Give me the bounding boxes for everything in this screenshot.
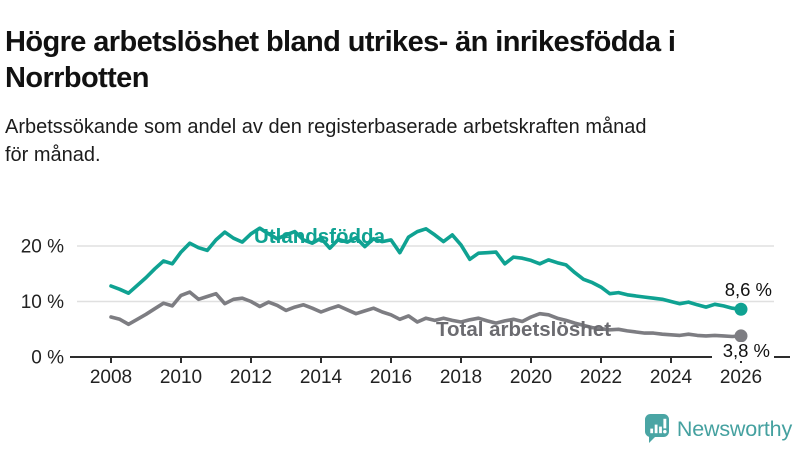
x-tick-label: 2008: [90, 367, 132, 388]
x-tick-label: 2016: [370, 367, 412, 388]
series-label-total: Total arbetslöshet: [436, 318, 611, 341]
series-label-utlandsfodda: Utlandsfödda: [254, 225, 386, 248]
chart-subtitle-line1: Arbetssökande som andel av den registerb…: [5, 116, 647, 138]
y-tick-label: 10 %: [21, 292, 64, 313]
y-tick-label: 20 %: [21, 237, 64, 258]
chart-title-line2: Norrbotten: [5, 61, 149, 94]
series-end-dot-total: [734, 329, 748, 343]
end-value-label-utlandsfodda: 8,6 %: [725, 279, 772, 300]
series-line-total: [109, 290, 743, 339]
chart-subtitle-line2: för månad.: [5, 144, 101, 167]
series-end-dot-utlandsfodda: [734, 302, 748, 316]
x-tick-label: 2010: [160, 367, 202, 388]
x-tick-label: 2022: [580, 367, 622, 388]
series-line-utlandsfodda: [109, 226, 743, 312]
line-chart-canvas: 2008 2010 2012 2014 2016 2018 2020 2022 2024 2026…: [21, 225, 790, 388]
x-tick-label: 2024: [650, 367, 693, 388]
x-tick-label: 2026: [720, 367, 762, 388]
newsworthy-logo-text: Newsworthy: [676, 416, 792, 441]
x-tick-label: 2018: [440, 367, 482, 388]
line-chart: 2008 2010 2012 2014 2016 2018 2020 2022 2024 2026…: [0, 200, 800, 395]
chart-title-line1: Högre arbetslöshet bland utrikes- än inr…: [5, 26, 676, 59]
chart-subtitle: Arbetssökande som andel av den registerb…: [5, 113, 793, 170]
x-tick-label: 2020: [510, 367, 552, 388]
end-value-label-total: 3,8 %: [723, 340, 770, 361]
x-tick-label: 2012: [230, 367, 272, 388]
bar-chart-speech-bubble-icon: [644, 414, 669, 443]
newsworthy-logo[interactable]: Newsworthy: [644, 414, 792, 444]
y-tick-label: 0 %: [31, 348, 64, 369]
x-tick-label: 2014: [300, 367, 343, 388]
end-value-label-bg: [712, 342, 774, 361]
chart-title: Högre arbetslöshet bland utrikes- än inr…: [5, 25, 793, 96]
